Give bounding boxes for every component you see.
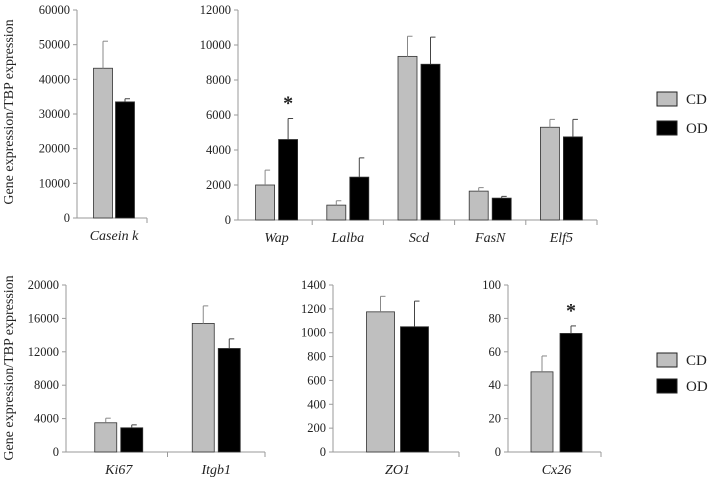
legend-top: CD OD [656, 91, 708, 137]
bar-od [400, 326, 429, 453]
chart-panel-2: 0 2000 4000 6000 8000 10000 12000 Wap * Lalba Scd F… [200, 3, 598, 246]
legend-label-od: OD [686, 121, 708, 137]
y-tick-label: 1000 [301, 326, 326, 340]
significance-marker: * [283, 93, 293, 115]
legend-swatch-od [656, 120, 678, 136]
legend-label-cd: CD [686, 353, 707, 369]
y-tick-label: 60000 [39, 3, 70, 17]
y-tick-label: 0 [53, 445, 59, 459]
bar-od [278, 139, 299, 221]
bar-od [559, 333, 583, 453]
y-tick-label: 800 [307, 350, 326, 364]
y-tick-label: 1400 [301, 278, 326, 292]
y-tick-label: 16000 [28, 311, 59, 325]
y-tick-label: 20000 [39, 142, 70, 156]
y-tick-label: 2000 [206, 178, 231, 192]
y-tick-label: 12000 [200, 3, 231, 17]
y-tick-label: 1200 [301, 302, 326, 316]
bar-cd [468, 190, 489, 221]
bar-od [115, 101, 135, 219]
bar-cd [366, 311, 395, 453]
y-tick-label: 6000 [206, 108, 231, 122]
y-tick-label: 200 [307, 421, 326, 435]
bar-cd [326, 204, 347, 221]
bar-cd [94, 422, 118, 453]
y-tick-label: 4000 [206, 143, 231, 157]
y-tick-label: 100 [482, 278, 501, 292]
chart-panel-5: 0 20 40 60 80 100 Cx26 * [482, 278, 602, 478]
y-tick-label: 50000 [39, 38, 70, 52]
y-tick-label: 4000 [34, 412, 59, 426]
chart-panel-4: 0 200 400 600 800 1000 1200 1400 ZO1 [301, 278, 460, 478]
x-category-label: FasN [474, 231, 506, 246]
y-tick-label: 8000 [34, 378, 59, 392]
chart-panel-1: 0 10000 20000 30000 40000 50000 60000 Casein k [39, 3, 148, 244]
legend-swatch-cd [656, 91, 678, 107]
x-category-label: Scd [409, 231, 430, 246]
legend-swatch-od [656, 378, 678, 394]
bar-cd [255, 184, 276, 221]
y-tick-label: 0 [495, 445, 501, 459]
bar-cd [397, 55, 418, 221]
y-tick-label: 0 [225, 213, 231, 227]
chart-panel-3: 0 4000 8000 12000 16000 20000 Ki67 Itgb1 [28, 278, 266, 478]
bar-cd [530, 371, 554, 453]
y-tick-label: 40000 [39, 72, 70, 86]
legend-label-cd: CD [686, 92, 707, 108]
x-category-label: Wap [264, 231, 288, 246]
bar-od [217, 348, 241, 453]
y-tick-label: 10000 [39, 176, 70, 190]
y-tick-label: 10000 [200, 38, 231, 52]
bar-cd [191, 323, 215, 453]
bar-od [491, 197, 512, 221]
bar-od [349, 176, 370, 221]
y-tick-label: 0 [64, 211, 70, 225]
y-tick-label: 600 [307, 373, 326, 387]
bar-cd [540, 126, 560, 221]
x-category-label: Elf5 [549, 231, 573, 246]
x-category-label: Ki67 [104, 463, 133, 478]
y-tick-label: 12000 [28, 345, 59, 359]
y-axis-label-top: Gene expression/TBP expression [2, 19, 17, 204]
x-category-label: Lalba [330, 231, 364, 246]
legend-bottom: CD OD [656, 352, 708, 395]
y-tick-label: 40 [489, 378, 502, 392]
x-category-label: ZO1 [385, 463, 410, 478]
y-axis-label-bottom: Gene expression/TBP expression [2, 275, 17, 460]
bar-od [120, 427, 144, 453]
y-tick-label: 20 [489, 412, 502, 426]
y-tick-label: 0 [320, 445, 326, 459]
y-tick-label: 20000 [28, 278, 59, 292]
x-category-label: Cx26 [542, 463, 572, 478]
y-tick-label: 8000 [206, 73, 231, 87]
y-tick-label: 30000 [39, 107, 70, 121]
y-tick-label: 80 [489, 311, 502, 325]
y-tick-label: 60 [489, 345, 502, 359]
bar-od [563, 136, 583, 221]
x-category-label: Casein k [90, 229, 139, 244]
legend-swatch-cd [656, 352, 678, 368]
x-category-label: Itgb1 [200, 463, 231, 478]
bar-cd [93, 67, 113, 219]
legend-label-od: OD [686, 379, 708, 395]
bar-od [420, 63, 441, 221]
y-tick-label: 400 [307, 397, 326, 411]
significance-marker: * [566, 300, 576, 322]
